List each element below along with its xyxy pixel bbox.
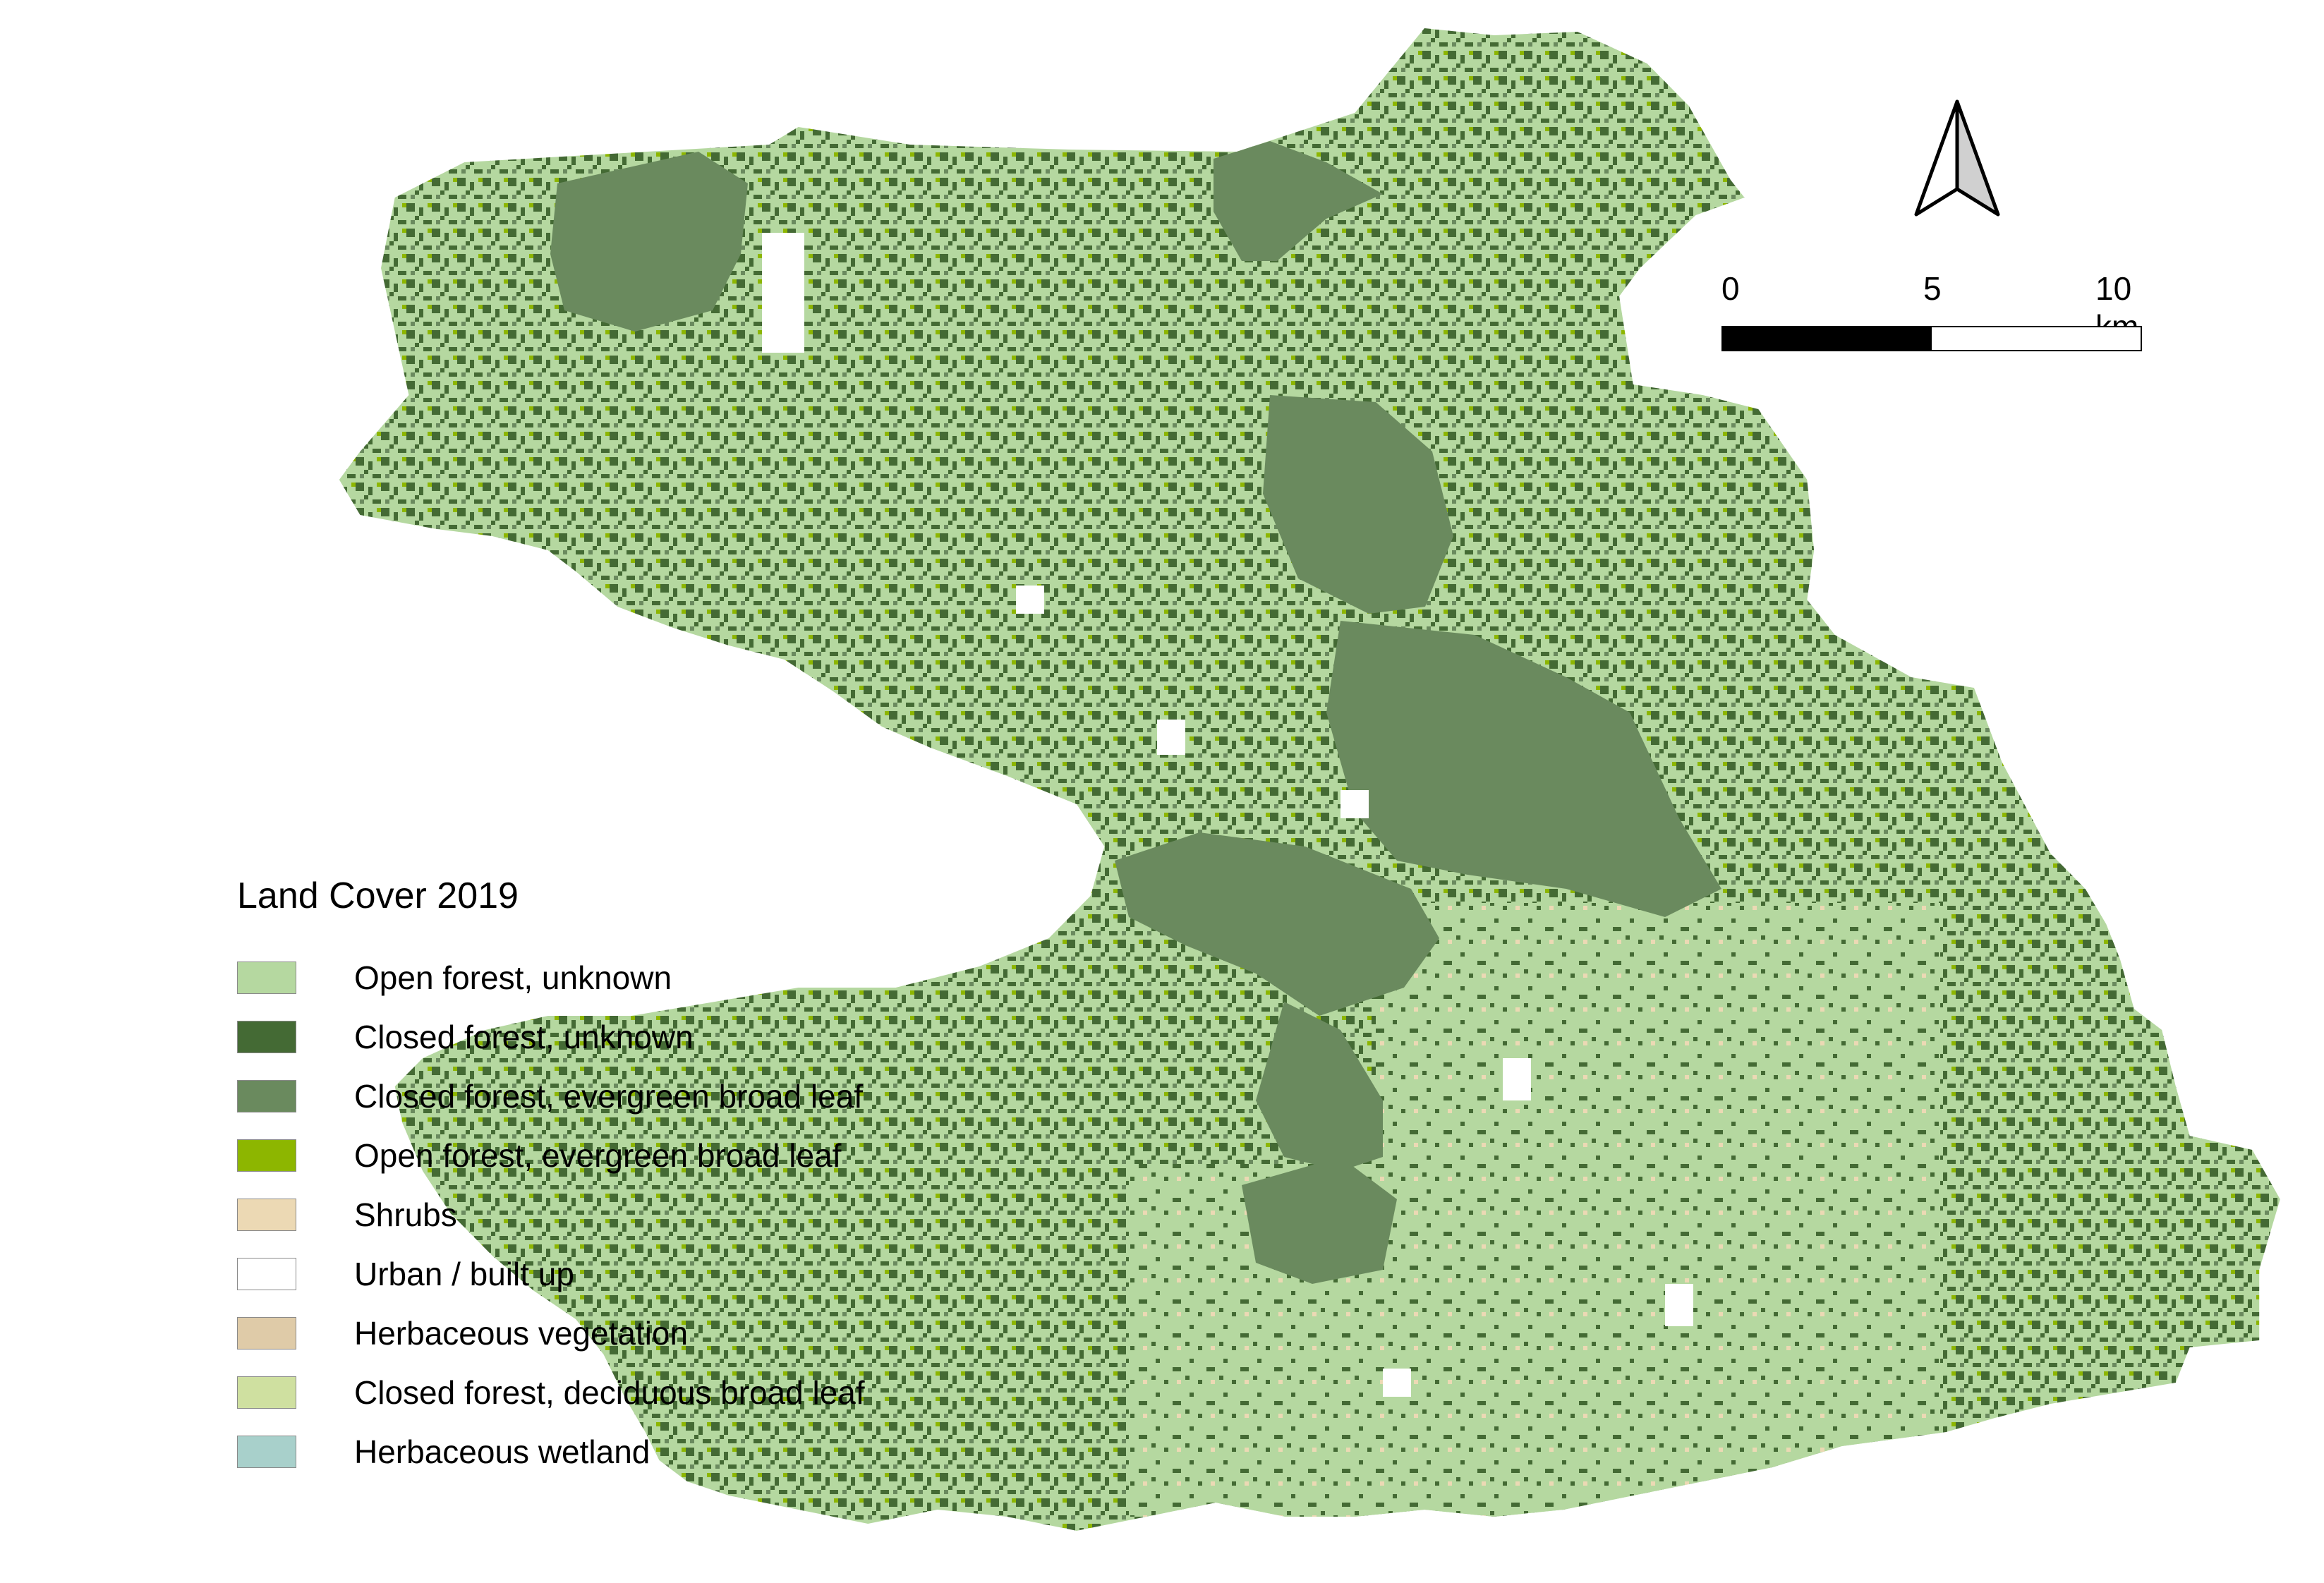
scale-segment-black	[1723, 327, 1932, 350]
legend-label: Shrubs	[354, 1196, 457, 1233]
legend-label: Herbaceous wetland	[354, 1433, 650, 1470]
legend-item: Open forest, unknown	[237, 948, 865, 1007]
scale-label-5: 5	[1923, 270, 1942, 307]
scale-bar-graphic	[1721, 326, 2142, 351]
legend-item: Herbaceous vegetation	[237, 1304, 865, 1363]
legend-swatch	[237, 1080, 296, 1112]
legend-item: Urban / built up	[237, 1244, 865, 1304]
legend-item: Closed forest, evergreen broad leaf	[237, 1067, 865, 1126]
north-arrow	[1908, 99, 2007, 223]
legend-item: Shrubs	[237, 1185, 865, 1244]
scale-segment-white	[1932, 327, 2141, 350]
legend-item: Open forest, evergreen broad leaf	[237, 1126, 865, 1185]
legend-swatch	[237, 1258, 296, 1290]
legend-swatch	[237, 1376, 296, 1409]
scale-label-0: 0	[1721, 270, 1740, 307]
legend-items: Open forest, unknown Closed forest, unkno…	[237, 948, 865, 1481]
legend-label: Herbaceous vegetation	[354, 1315, 689, 1352]
legend-swatch	[237, 1436, 296, 1468]
legend-label: Open forest, unknown	[354, 959, 672, 996]
legend-swatch	[237, 1021, 296, 1053]
scale-bar: 0 5 10 km	[1721, 261, 2159, 360]
legend-label: Closed forest, deciduous broad leaf	[354, 1374, 865, 1411]
legend-label: Urban / built up	[354, 1256, 574, 1292]
legend-label: Open forest, evergreen broad leaf	[354, 1137, 842, 1174]
legend-swatch	[237, 1199, 296, 1231]
legend-swatch	[237, 1317, 296, 1350]
legend-label: Closed forest, unknown	[354, 1019, 694, 1055]
legend-item: Closed forest, deciduous broad leaf	[237, 1363, 865, 1422]
legend-label: Closed forest, evergreen broad leaf	[354, 1078, 864, 1115]
legend-title: Land Cover 2019	[237, 875, 519, 916]
legend-item: Herbaceous wetland	[237, 1422, 865, 1481]
north-arrow-icon	[1914, 99, 2000, 217]
legend-item: Closed forest, unknown	[237, 1007, 865, 1067]
legend-swatch	[237, 962, 296, 994]
legend-swatch	[237, 1139, 296, 1172]
legend: Land Cover 2019 Open forest, unknown Clos…	[237, 875, 865, 1481]
